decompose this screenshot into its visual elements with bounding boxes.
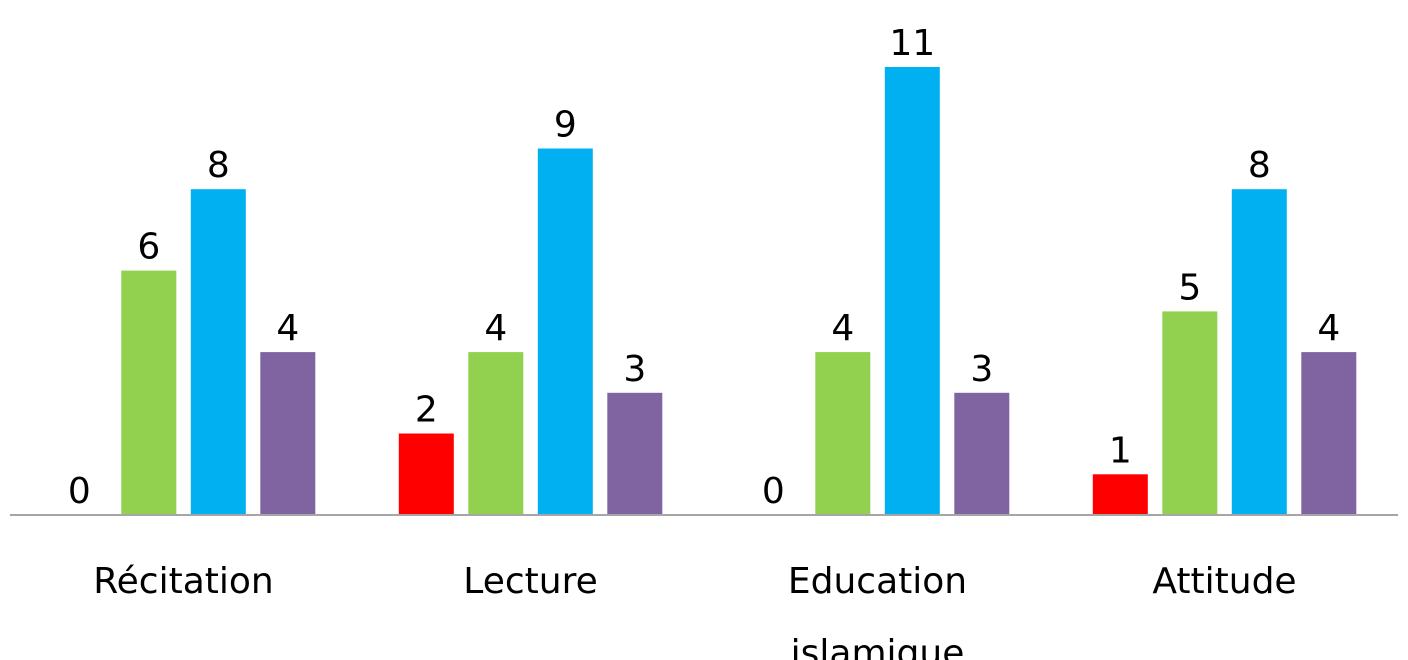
data-label-1-3: 8	[207, 145, 230, 186]
data-label-2-4: 3	[623, 349, 646, 390]
bar-2-3	[537, 148, 593, 515]
data-label-4-1: 1	[1109, 430, 1132, 471]
bar-1-2	[121, 270, 177, 515]
data-label-1-2: 6	[137, 227, 160, 268]
bar-4-4	[1301, 352, 1357, 515]
data-label-2-3: 9	[554, 105, 577, 146]
data-label-2-1: 2	[415, 390, 438, 431]
data-labels-group: 0 6 8 4 2 4 9 3 0 4 11 3 1 5 8 4	[68, 23, 1340, 512]
bar-4-1	[1092, 474, 1148, 515]
data-label-4-3: 8	[1248, 145, 1271, 186]
category-label-line: Attitude	[1152, 561, 1296, 602]
bar-2-4	[607, 392, 663, 515]
bar-1-3	[190, 189, 246, 515]
category-label-line: islamique	[791, 633, 965, 660]
bar-4-2	[1162, 311, 1218, 515]
data-label-3-3: 11	[889, 23, 935, 64]
data-label-3-4: 3	[970, 349, 993, 390]
data-label-4-2: 5	[1178, 267, 1201, 308]
data-label-1-4: 4	[276, 308, 299, 349]
data-label-3-2: 4	[831, 308, 854, 349]
category-label-4: Attitude	[1152, 561, 1296, 602]
bar-4-3	[1231, 189, 1287, 515]
bar-2-1	[398, 433, 454, 515]
data-label-4-4: 4	[1317, 308, 1340, 349]
category-label-line: Education	[788, 561, 967, 602]
category-label-line: Récitation	[93, 561, 273, 602]
category-label-line: Lecture	[463, 561, 597, 602]
bar-2-2	[468, 352, 524, 515]
bar-3-3	[884, 67, 940, 515]
data-label-1-1: 0	[68, 471, 91, 512]
category-labels-group: Récitation Lecture Education islamique Attit…	[93, 561, 1296, 660]
category-label-2: Lecture	[463, 561, 597, 602]
bar-3-2	[815, 352, 871, 515]
bars-group	[121, 67, 1357, 515]
bar-3-4	[954, 392, 1010, 515]
category-label-1: Récitation	[93, 561, 273, 602]
data-label-2-2: 4	[484, 308, 507, 349]
bar-1-4	[260, 352, 316, 515]
data-label-3-1: 0	[762, 471, 785, 512]
category-label-3: Education islamique	[788, 561, 967, 660]
